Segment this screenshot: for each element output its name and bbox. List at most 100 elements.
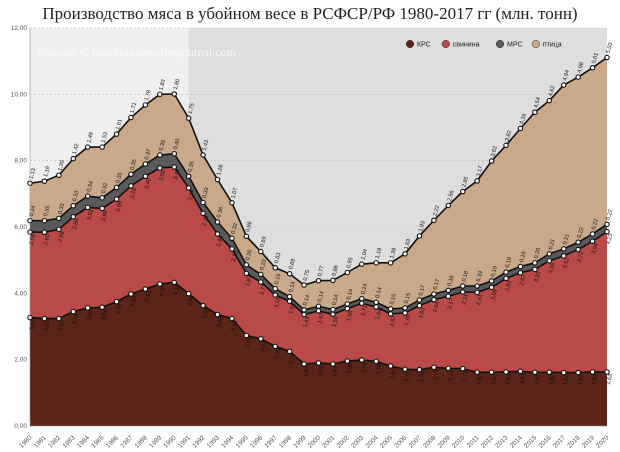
x-tick-label: 1987 <box>119 434 134 449</box>
x-tick-label: 2005 <box>379 434 394 449</box>
point-s3-1983 <box>70 203 77 209</box>
data-label-s3-2015: 0,20 <box>534 247 543 259</box>
point-s2-2018 <box>575 246 581 253</box>
x-tick-label: 1991 <box>177 434 192 449</box>
point-s3-2013 <box>503 269 509 275</box>
data-label-s1-2019: 1,63 <box>591 373 600 385</box>
x-tick-label: 1981 <box>33 434 48 449</box>
data-label-s2-1995: 1,87 <box>245 275 254 287</box>
area-1 <box>30 282 607 426</box>
data-label-s3-1984: 0,34 <box>86 181 95 193</box>
data-label-s4-2013: 3,82 <box>505 130 514 142</box>
data-label-s2-2015: 3,10 <box>534 271 543 283</box>
x-tick-label: 1989 <box>148 434 163 449</box>
point-s3-2018 <box>575 239 581 246</box>
x-tick-label: 2002 <box>336 434 351 449</box>
point-s2-1992 <box>200 210 206 217</box>
data-label-s2-1988: 3,40 <box>144 178 153 190</box>
point-s3-2007 <box>416 297 423 303</box>
point-s2-2008 <box>431 296 437 303</box>
data-label-s4-1999: 0,75 <box>303 269 312 281</box>
point-s1-2016 <box>546 369 553 376</box>
data-label-s1-2010: 1,73 <box>461 370 470 382</box>
point-s4-1982 <box>56 172 62 179</box>
data-label-s3-2002: 0,14 <box>346 288 355 300</box>
point-s1-2019 <box>589 369 596 375</box>
point-s2-2016 <box>546 258 553 264</box>
data-label-s1-2017: 1,61 <box>562 374 571 386</box>
data-label-s4-2011: 3,17 <box>476 165 485 177</box>
data-label-s4-2018: 4,98 <box>577 62 586 74</box>
data-label-s2-2020: 4,23 <box>606 233 615 245</box>
x-tick-label: 1992 <box>191 434 206 449</box>
data-label-s2-1994: 2,10 <box>231 250 240 262</box>
data-label-s4-1988: 1,78 <box>144 89 153 101</box>
data-label-s3-1996: 0,23 <box>259 259 268 271</box>
point-s1-1997 <box>272 343 278 350</box>
data-label-s2-1981: 2,60 <box>43 234 52 246</box>
point-s2-1995 <box>243 270 250 277</box>
data-label-s1-1993: 3,36 <box>216 316 225 328</box>
data-label-s4-1981: 1,19 <box>43 166 52 178</box>
data-label-s2-1984: 3,03 <box>86 209 95 221</box>
data-label-s3-2017: 0,21 <box>562 233 571 245</box>
x-tick-label: 2007 <box>408 434 423 449</box>
data-label-s1-1982: 3,24 <box>57 320 66 332</box>
data-label-s2-2008: 2,04 <box>433 301 442 313</box>
data-label-s1-2012: 1,62 <box>490 374 499 386</box>
x-tick-label: 2003 <box>350 434 365 449</box>
point-s4-1993 <box>214 176 221 183</box>
data-label-s2-1999: 1,49 <box>303 316 312 328</box>
watermark: Росстат © burckina-new.livejournal.com <box>38 45 237 59</box>
data-label-s1-1999: 1,87 <box>303 365 312 377</box>
legend-swatch-1 <box>405 39 415 49</box>
point-s1-1984 <box>84 305 91 311</box>
data-label-s4-2012: 3,62 <box>490 145 499 157</box>
data-label-s2-1986: 3,09 <box>115 201 124 213</box>
legend-label-3: МРС <box>507 42 522 49</box>
x-tick-label: 2017 <box>552 434 567 449</box>
point-s4-1986 <box>113 131 120 137</box>
point-s4-1988 <box>142 102 149 108</box>
point-s1-2004 <box>373 358 379 365</box>
x-tick-label: 2018 <box>566 434 581 449</box>
data-label-s1-1983: 3,45 <box>72 313 81 325</box>
x-tick-label: 1990 <box>162 434 177 449</box>
data-label-s2-2007: 1,93 <box>418 307 427 319</box>
data-label-s1-1981: 3,24 <box>43 320 52 332</box>
point-s1-2015 <box>532 369 538 376</box>
data-label-s1-2018: 1,61 <box>577 374 586 386</box>
point-s3-2015 <box>532 260 538 266</box>
data-label-s3-2004: 0,14 <box>375 287 384 299</box>
point-s3-1998 <box>286 293 293 300</box>
data-label-s1-1992: 3,63 <box>202 307 211 319</box>
point-s4-2013 <box>503 142 509 149</box>
data-label-s2-1992: 2,78 <box>202 215 211 227</box>
data-label-s1-1984: 3,56 <box>86 309 95 321</box>
data-label-s4-2009: 2,56 <box>447 190 456 202</box>
x-tick-label: 2019 <box>581 434 596 449</box>
data-label-s1-1987: 3,98 <box>130 295 139 307</box>
data-label-s1-2004: 1,95 <box>375 363 384 375</box>
area-2 <box>30 166 607 373</box>
data-label-s3-1989: 0,39 <box>158 139 167 151</box>
data-label-s2-2004: 1,64 <box>375 308 384 320</box>
point-s4-1995 <box>243 233 250 240</box>
point-s3-2008 <box>431 291 437 297</box>
point-s4-1999 <box>301 282 307 288</box>
point-s3-2005 <box>387 306 394 312</box>
data-label-s1-2007: 1,70 <box>418 371 427 383</box>
data-label-s3-1988: 0,37 <box>144 148 153 160</box>
point-s4-2005 <box>387 260 394 266</box>
point-s4-2018 <box>575 74 581 80</box>
point-s3-1994 <box>229 235 235 242</box>
point-s4-1984 <box>84 144 91 150</box>
data-label-s1-2006: 1,71 <box>404 371 413 383</box>
point-s4-1996 <box>258 248 264 255</box>
data-label-s1-2008: 1,77 <box>433 369 442 381</box>
y-tick-label: 12,00 <box>11 25 28 32</box>
point-s1-2012 <box>488 369 495 376</box>
x-tick-label: 1996 <box>249 434 264 449</box>
x-tick-label: 2001 <box>321 434 336 449</box>
